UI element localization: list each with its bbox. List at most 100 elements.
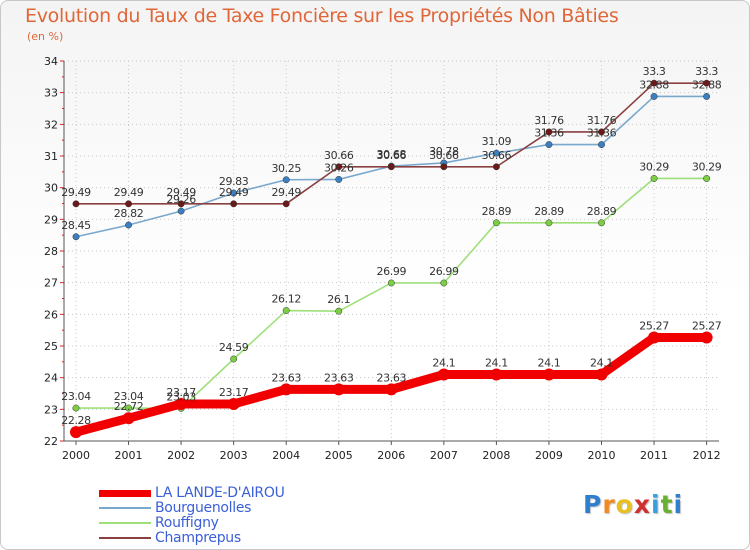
- data-label: 26.99: [377, 265, 407, 278]
- data-label: 29.49: [61, 186, 91, 199]
- logo-letter: i: [673, 490, 684, 519]
- data-point: [492, 163, 500, 171]
- x-tick-label: 2008: [482, 449, 510, 462]
- data-point: [598, 141, 605, 149]
- x-tick-label: 2006: [377, 449, 405, 462]
- data-point: [703, 175, 711, 182]
- data-label: 30.68: [377, 148, 407, 161]
- data-point: [72, 233, 80, 241]
- data-point: [175, 397, 188, 410]
- data-label: 28.45: [61, 219, 91, 232]
- x-tick-label: 2003: [220, 449, 248, 462]
- data-label: 28.89: [482, 205, 512, 218]
- data-label: 31.36: [587, 127, 617, 140]
- legend-label: Rouffigny: [155, 515, 219, 531]
- data-label: 24.1: [432, 357, 455, 370]
- data-label: 32.88: [692, 78, 722, 91]
- data-label: 25.27: [692, 319, 722, 332]
- data-point: [335, 307, 343, 315]
- data-point: [650, 93, 658, 100]
- data-label: 31.36: [534, 127, 564, 140]
- data-point: [598, 128, 605, 136]
- data-point: [648, 331, 661, 344]
- data-label: 32.88: [639, 78, 669, 91]
- data-point: [70, 426, 82, 439]
- y-tick-label: 24: [44, 372, 58, 385]
- data-point: [492, 149, 500, 157]
- x-tick-label: 2011: [640, 449, 668, 462]
- data-label: 23.63: [324, 371, 354, 384]
- x-tick-label: 2010: [588, 449, 616, 462]
- data-point: [72, 200, 80, 208]
- legend-swatch: [99, 522, 151, 524]
- data-label: 31.76: [534, 114, 564, 127]
- data-label: 30.66: [429, 149, 459, 162]
- data-label: 26.1: [327, 293, 350, 306]
- logo-letter: r: [602, 490, 616, 519]
- data-label: 23.63: [377, 371, 407, 384]
- data-point: [650, 79, 658, 87]
- data-label: 30.78: [429, 145, 459, 158]
- y-tick-label: 23: [44, 403, 58, 416]
- legend-label: Champrepus: [155, 530, 241, 546]
- x-tick-label: 2004: [272, 449, 300, 462]
- data-label: 22.28: [61, 414, 91, 427]
- data-label: 29.49: [114, 186, 144, 199]
- data-point: [387, 279, 395, 287]
- data-label: 30.25: [271, 162, 301, 175]
- y-tick-label: 34: [44, 55, 58, 68]
- logo-letter: x: [633, 490, 651, 519]
- data-point: [282, 176, 290, 184]
- y-tick-label: 29: [44, 213, 58, 226]
- data-label: 29.83: [219, 175, 249, 188]
- data-label: 30.66: [377, 149, 407, 162]
- data-point: [595, 368, 608, 381]
- x-tick-label: 2005: [325, 449, 353, 462]
- legend-swatch: [99, 537, 151, 539]
- legend-label: LA LANDE-D'AIROU: [155, 485, 285, 501]
- y-tick-label: 26: [44, 308, 58, 321]
- data-point: [703, 79, 711, 87]
- data-point: [230, 200, 238, 208]
- data-point: [385, 383, 398, 396]
- data-point: [230, 189, 238, 197]
- y-tick-label: 31: [44, 150, 58, 163]
- legend-label: Bourguenolles: [155, 500, 252, 516]
- data-point: [335, 163, 343, 171]
- y-tick-label: 32: [44, 118, 58, 131]
- data-point: [125, 404, 133, 412]
- data-point: [177, 207, 185, 215]
- data-point: [490, 368, 503, 381]
- data-label: 30.29: [692, 160, 722, 173]
- y-tick-label: 33: [44, 87, 58, 100]
- data-point: [282, 307, 290, 314]
- x-tick-label: 2000: [62, 449, 90, 462]
- data-label: 30.29: [639, 160, 669, 173]
- data-point: [387, 163, 395, 171]
- data-label: 25.27: [639, 319, 669, 332]
- data-point: [332, 383, 345, 396]
- x-tick-label: 2009: [535, 449, 563, 462]
- data-label: 23.17: [219, 386, 249, 399]
- data-label: 26.99: [429, 265, 459, 278]
- data-label: 29.26: [166, 193, 196, 206]
- data-point: [703, 93, 711, 100]
- data-label: 23.04: [61, 390, 91, 403]
- data-point: [545, 128, 553, 136]
- data-point: [122, 412, 135, 425]
- data-label: 23.63: [271, 371, 301, 384]
- y-tick-label: 22: [44, 435, 58, 448]
- logo-letter: i: [651, 490, 661, 519]
- data-point: [125, 200, 133, 208]
- data-label: 33.3: [695, 65, 718, 78]
- data-label: 24.1: [590, 357, 613, 370]
- data-label: 29.49: [219, 186, 249, 199]
- data-point: [545, 141, 553, 149]
- data-label: 33.3: [643, 65, 666, 78]
- x-tick-label: 2007: [430, 449, 458, 462]
- data-label: 23.17: [166, 386, 196, 399]
- data-label: 28.82: [114, 207, 144, 220]
- data-label: 29.49: [166, 186, 196, 199]
